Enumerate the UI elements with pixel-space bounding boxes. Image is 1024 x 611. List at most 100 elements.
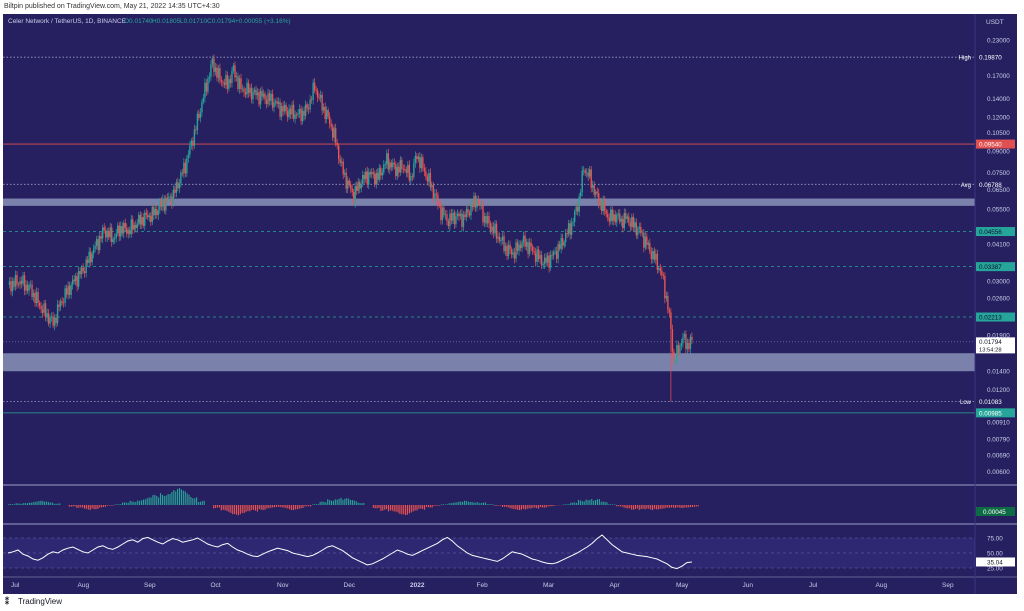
candle-body	[470, 203, 472, 216]
candle-body	[428, 172, 430, 182]
histogram-bar	[148, 497, 150, 505]
candle-body	[644, 236, 647, 248]
candle-body	[153, 206, 155, 216]
histogram-bar	[93, 505, 95, 510]
histogram-bar	[541, 505, 543, 508]
candle-body	[126, 227, 128, 234]
candle-body	[117, 225, 119, 234]
candle-body	[476, 199, 478, 208]
histogram-bar	[15, 503, 17, 505]
candle-body	[259, 90, 262, 105]
level-price-badge-3	[976, 227, 1015, 237]
candle-body	[166, 197, 169, 199]
histogram-bar	[188, 494, 190, 505]
histogram-bar	[344, 498, 346, 505]
histogram-bar	[437, 505, 439, 506]
time-tick-11: Jun	[743, 582, 754, 589]
candle-body	[524, 235, 526, 247]
candle-body	[637, 228, 639, 236]
candle-body	[151, 206, 153, 222]
histogram-bar	[30, 502, 32, 505]
chart-frame[interactable]: High Avg Low 0.00045 75.00 50.00 25.00 35.04 …	[3, 14, 1017, 594]
histogram-bar	[332, 500, 334, 505]
candle-body	[356, 186, 358, 191]
candle-body	[374, 173, 376, 185]
candle-body	[150, 215, 152, 222]
candle-body	[626, 216, 628, 219]
histogram-bar	[355, 501, 357, 505]
histogram-bar	[615, 505, 618, 507]
histogram-bar	[420, 505, 422, 509]
histogram-bar	[220, 505, 222, 511]
candle-body	[177, 182, 179, 189]
candle-body	[560, 238, 562, 249]
candle-body	[622, 218, 624, 229]
histogram-bar	[665, 505, 667, 508]
candle-body	[555, 251, 558, 259]
histogram-bar	[273, 505, 276, 508]
tradingview-logo-icon: ⁑	[5, 597, 9, 606]
level-price-4: 0.03387	[979, 264, 1002, 271]
candle-body	[40, 306, 42, 310]
histogram-bar	[475, 502, 477, 505]
histogram-bar	[120, 504, 122, 505]
histogram-bar	[177, 488, 179, 505]
candle-body	[414, 155, 417, 164]
histogram-bar	[659, 505, 661, 509]
candle-body	[217, 68, 220, 78]
candle-body	[347, 180, 349, 189]
price-tick-16: 0.00790	[987, 436, 1010, 443]
histogram-bar	[380, 505, 382, 511]
histogram-bar	[313, 504, 315, 505]
candle-body	[366, 171, 368, 185]
histogram-bar	[425, 505, 428, 507]
candle-body	[638, 226, 641, 229]
histogram-bar	[192, 498, 194, 505]
candle-body	[10, 281, 12, 292]
candle-body	[435, 193, 438, 195]
candle-body	[655, 253, 657, 260]
candle-body	[558, 244, 561, 249]
symbol-title: Celer Network / TetherUS, 1D, BINANCE	[8, 18, 127, 25]
histogram-bar	[156, 495, 158, 505]
candle-body	[515, 242, 517, 259]
last-price-countdown: 13:54:28	[979, 347, 1002, 353]
candle-body	[658, 268, 660, 270]
histogram-bar	[532, 505, 534, 508]
candle-body	[596, 191, 598, 194]
candle-body	[468, 212, 471, 216]
candle-body	[392, 162, 394, 168]
histogram-bar	[528, 505, 530, 509]
price-tick-0: 0.23000	[987, 37, 1010, 44]
price-axis[interactable]: 0.19870 0.09540 0.06788 0.04556 0.03387 0.022…	[976, 37, 1015, 476]
histogram-bar	[652, 505, 654, 511]
histogram-bar	[444, 504, 447, 505]
histogram-bar	[235, 505, 238, 515]
histogram-bar	[393, 505, 395, 512]
histogram-bar	[517, 505, 519, 510]
histogram-bar	[376, 505, 378, 509]
histogram-bar	[287, 505, 289, 509]
candle-body	[474, 195, 477, 208]
price-tick-3: 0.12000	[987, 114, 1010, 121]
candle-body	[175, 182, 178, 193]
candle-body	[334, 128, 337, 143]
histogram-bar	[676, 505, 678, 508]
candle-body	[485, 215, 487, 224]
price-tick-4: 0.10500	[987, 130, 1010, 137]
candle-body	[298, 108, 301, 114]
histogram-bar	[481, 502, 483, 505]
histogram-bar	[414, 505, 416, 511]
histogram-bar	[158, 497, 160, 505]
histogram-bar	[70, 505, 72, 507]
histogram-bar	[268, 505, 270, 509]
histogram-bar	[338, 498, 340, 505]
histogram-bar	[648, 505, 650, 509]
time-axis[interactable]: Jul Aug Sep Oct Nov Dec 2022 Feb Mar Apr May Jun Jul…	[11, 582, 954, 589]
histogram-bar	[524, 505, 526, 510]
histogram-bar	[682, 505, 684, 509]
histogram-bar	[348, 498, 350, 505]
histogram-bar	[688, 505, 690, 508]
histogram-bar	[167, 494, 169, 505]
